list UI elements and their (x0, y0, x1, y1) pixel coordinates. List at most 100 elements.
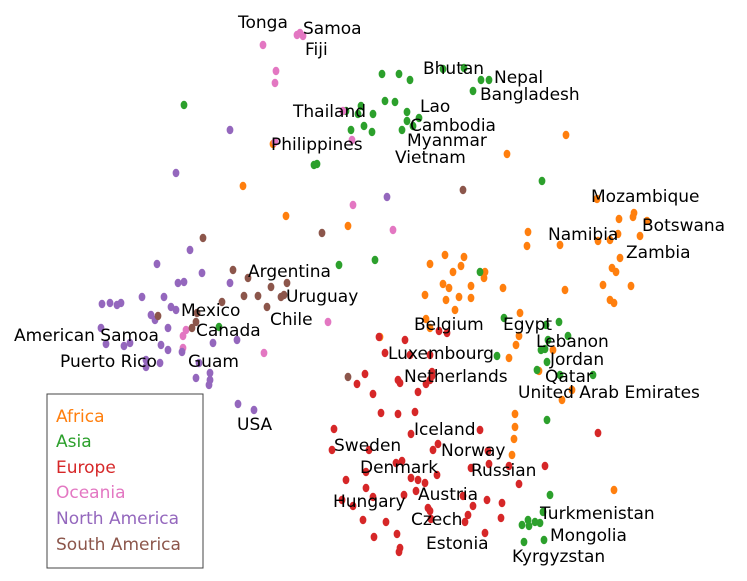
point-africa-42 (480, 273, 488, 283)
point-asia-6 (477, 75, 485, 85)
point-asia-14 (360, 121, 368, 131)
point-europe-17 (353, 379, 361, 389)
point-asia-42 (539, 507, 547, 517)
point-north-america-35 (233, 335, 241, 345)
label-czech: Czech (411, 510, 462, 530)
point-asia-21 (398, 125, 406, 135)
label-nepal: Nepal (494, 68, 543, 88)
point-africa-52 (508, 450, 516, 460)
point-europe-25 (476, 425, 484, 435)
point-africa-9 (561, 285, 569, 295)
point-europe-10 (422, 379, 430, 389)
point-africa-53 (511, 422, 519, 432)
point-africa-33 (449, 267, 457, 277)
point-asia-47 (536, 518, 544, 528)
point-europe-59 (398, 456, 406, 466)
label-kyrgyzstan: Kyrgyzstan (512, 547, 605, 567)
point-north-america-16 (164, 323, 172, 333)
point-africa-8 (556, 240, 564, 250)
point-africa-56 (610, 485, 618, 495)
point-europe-23 (429, 445, 437, 455)
label-sweden: Sweden (334, 436, 401, 456)
point-africa-1 (282, 211, 290, 221)
point-south-america-5 (267, 282, 275, 292)
point-asia-51 (215, 322, 223, 332)
point-africa-30 (439, 279, 447, 289)
point-africa-47 (512, 340, 520, 350)
point-oceania-15 (182, 325, 190, 335)
point-africa-5 (503, 149, 511, 159)
point-south-america-2 (244, 273, 252, 283)
point-oceania-9 (349, 200, 357, 210)
point-north-america-38 (226, 278, 234, 288)
point-europe-26 (484, 446, 492, 456)
point-europe-52 (469, 501, 477, 511)
point-europe-38 (349, 501, 357, 511)
label-jordan: Jordan (549, 350, 604, 370)
point-asia-35 (541, 344, 549, 354)
point-north-america-34 (209, 338, 217, 348)
label-luxembourg: Luxembourg (388, 344, 494, 364)
point-asia-19 (403, 116, 411, 126)
point-asia-44 (518, 520, 526, 530)
point-asia-32 (564, 331, 572, 341)
point-europe-36 (369, 492, 377, 502)
point-africa-13 (614, 229, 622, 239)
point-africa-31 (442, 295, 450, 305)
point-north-america-20 (120, 341, 128, 351)
point-africa-32 (445, 283, 453, 293)
point-asia-16 (368, 127, 376, 137)
point-europe-60 (407, 473, 415, 483)
point-south-america-9 (280, 290, 288, 300)
label-egypt: Egypt (503, 315, 552, 335)
point-north-america-24 (142, 355, 150, 365)
point-south-america-13 (192, 317, 200, 327)
point-north-america-29 (195, 358, 203, 368)
point-europe-49 (459, 491, 467, 501)
point-europe-33 (362, 467, 370, 477)
point-asia-50 (540, 535, 548, 545)
point-africa-40 (467, 293, 475, 303)
point-europe-45 (412, 486, 420, 496)
point-asia-22 (415, 113, 423, 123)
point-south-america-6 (283, 278, 291, 288)
point-asia-49 (520, 537, 528, 547)
legend-entry-north-america: North America (56, 509, 179, 529)
point-africa-26 (426, 259, 434, 269)
point-north-america-15 (172, 305, 180, 315)
label-iceland: Iceland (414, 420, 476, 440)
point-south-america-0 (199, 233, 207, 243)
point-asia-8 (469, 86, 477, 96)
label-botswana: Botswana (642, 216, 725, 236)
point-oceania-11 (324, 317, 332, 327)
point-africa-29 (426, 323, 434, 333)
point-asia-20 (409, 121, 417, 131)
point-europe-34 (342, 475, 350, 485)
point-asia-15 (369, 109, 377, 119)
point-north-america-11 (106, 298, 114, 308)
point-asia-27 (371, 255, 379, 265)
point-asia-4 (439, 64, 447, 74)
point-europe-6 (426, 350, 434, 360)
point-asia-26 (335, 260, 343, 270)
point-north-america-9 (180, 277, 188, 287)
point-africa-46 (505, 353, 513, 363)
point-europe-3 (406, 350, 414, 360)
point-asia-18 (403, 107, 411, 117)
label-qatar: Qatar (545, 367, 593, 387)
point-south-america-11 (154, 311, 162, 321)
point-africa-50 (511, 409, 519, 419)
point-north-america-26 (142, 362, 150, 372)
point-africa-35 (441, 250, 449, 260)
point-africa-16 (636, 231, 644, 241)
label-austria: Austria (418, 485, 478, 505)
point-europe-18 (361, 369, 369, 379)
point-asia-1 (378, 69, 386, 79)
point-south-america-4 (254, 291, 262, 301)
point-asia-30 (542, 320, 550, 330)
legend-entry-oceania: Oceania (56, 483, 126, 503)
point-north-america-0 (226, 125, 234, 135)
point-europe-13 (394, 375, 402, 385)
point-europe-39 (359, 515, 367, 525)
